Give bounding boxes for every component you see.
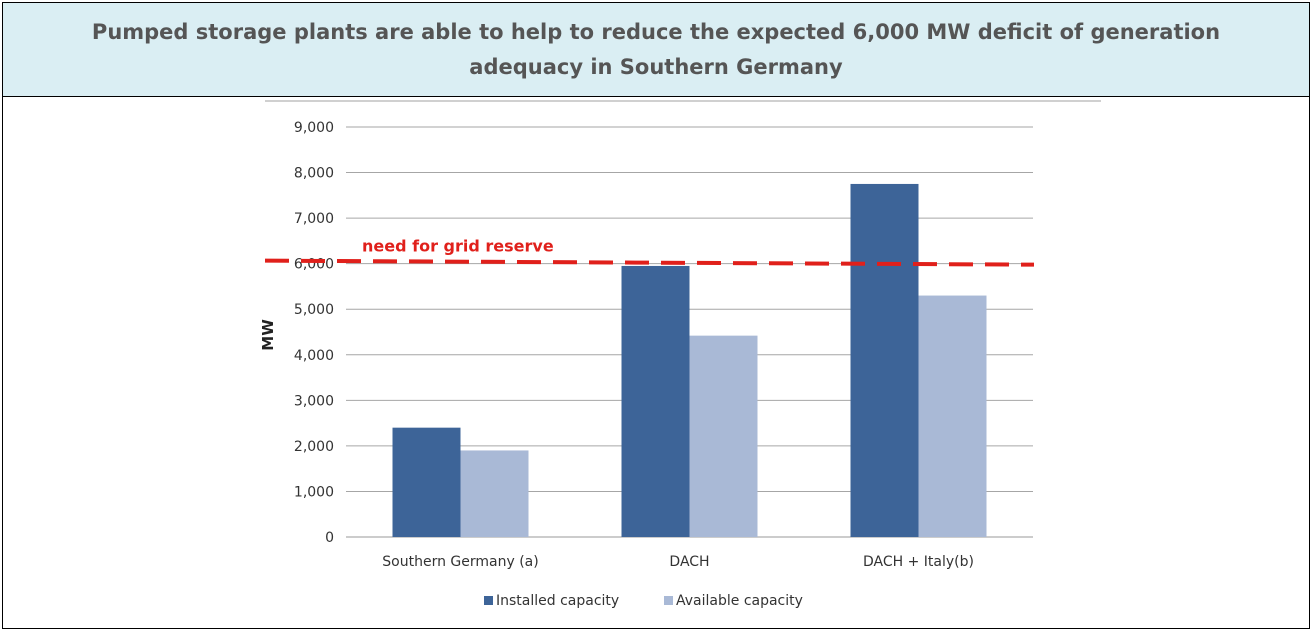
- header-banner: Pumped storage plants are able to help t…: [3, 3, 1309, 97]
- bar-chart: 01,0002,0003,0004,0005,0006,0007,0008,00…: [259, 100, 1101, 609]
- y-axis-label: MW: [259, 319, 277, 351]
- y-tick-label: 8,000: [294, 166, 334, 182]
- bar-available: [460, 450, 529, 537]
- legend-entry: Available capacity: [676, 593, 803, 609]
- y-tick-label: 1,000: [294, 484, 334, 500]
- x-tick-label: DACH + Italy(b): [863, 554, 974, 570]
- legend-swatch: [664, 596, 673, 605]
- y-tick-label: 2,000: [294, 439, 334, 455]
- chart-area: 0 1,000 2,000 3,000 4,000 5,000 6,000 7,000 8,00…: [3, 97, 1309, 628]
- y-tick-label: 7,000: [294, 211, 334, 227]
- legend-entry: Installed capacity: [496, 593, 619, 609]
- reference-line-label: need for grid reserve: [362, 237, 554, 256]
- y-tick-label: 3,000: [294, 393, 334, 409]
- page-title: Pumped storage plants are able to help t…: [91, 19, 1221, 79]
- bar-installed: [392, 427, 461, 537]
- y-tick-label: 9,000: [294, 120, 334, 136]
- y-tick-label: 4,000: [294, 348, 334, 364]
- y-tick-label: 0: [325, 530, 334, 546]
- bar-available: [689, 335, 758, 537]
- legend-swatch: [484, 596, 493, 605]
- bar-installed: [621, 265, 690, 537]
- x-tick-label: Southern Germany (a): [382, 554, 538, 570]
- x-tick-label: DACH: [669, 554, 709, 570]
- bar-available: [918, 295, 987, 537]
- y-tick-label: 5,000: [294, 302, 334, 318]
- reference-line: [264, 258, 1035, 267]
- bar-installed: [850, 183, 919, 537]
